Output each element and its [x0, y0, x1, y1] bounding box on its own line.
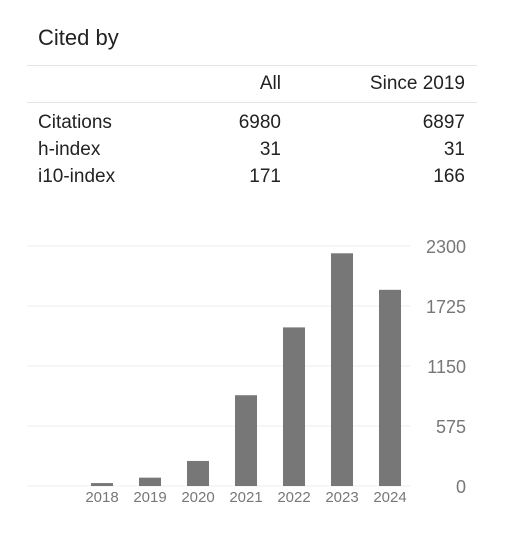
header-divider-top [27, 65, 477, 66]
x-tick-label-2019: 2019 [133, 489, 166, 506]
row-label-h-index[interactable]: h-index [38, 139, 101, 160]
card-title: Cited by [38, 25, 119, 50]
bar-2021[interactable] [235, 395, 257, 486]
column-header-since[interactable]: Since 2019 [369, 73, 465, 94]
citations-since-value: 6897 [422, 112, 465, 133]
x-tick-label-2018: 2018 [85, 489, 118, 506]
chart-y-tick-labels: 0 575 1150 1725 2300 [426, 237, 466, 497]
citations-all-value: 6980 [238, 112, 281, 133]
header-divider-bottom [27, 102, 477, 103]
bar-2023[interactable] [331, 253, 353, 486]
column-header-all[interactable]: All [259, 73, 281, 94]
x-tick-label-2024: 2024 [373, 489, 406, 506]
x-tick-label-2023: 2023 [325, 489, 358, 506]
y-tick-label-0: 0 [456, 477, 466, 497]
row-label-i10-index[interactable]: i10-index [38, 166, 116, 187]
i10-index-all-value: 171 [249, 166, 281, 187]
row-label-citations[interactable]: Citations [38, 112, 112, 133]
bar-2018[interactable] [91, 483, 113, 486]
chart-x-tick-labels: 2018 2019 2020 2021 2022 2023 2024 [85, 489, 406, 506]
y-tick-label-575: 575 [436, 417, 466, 437]
h-index-all-value: 31 [259, 139, 281, 160]
x-tick-label-2021: 2021 [229, 489, 262, 506]
chart-bars [91, 253, 401, 486]
y-tick-label-1150: 1150 [427, 357, 466, 377]
x-tick-label-2020: 2020 [181, 489, 214, 506]
h-index-since-value: 31 [443, 139, 465, 160]
bar-2024[interactable] [379, 289, 401, 486]
bar-2020[interactable] [187, 460, 209, 486]
y-tick-label-1725: 1725 [426, 297, 466, 317]
y-tick-label-2300: 2300 [426, 237, 466, 257]
bar-2022[interactable] [283, 327, 305, 486]
bar-2019[interactable] [139, 477, 161, 486]
i10-index-since-value: 166 [433, 166, 465, 187]
x-tick-label-2022: 2022 [277, 489, 310, 506]
